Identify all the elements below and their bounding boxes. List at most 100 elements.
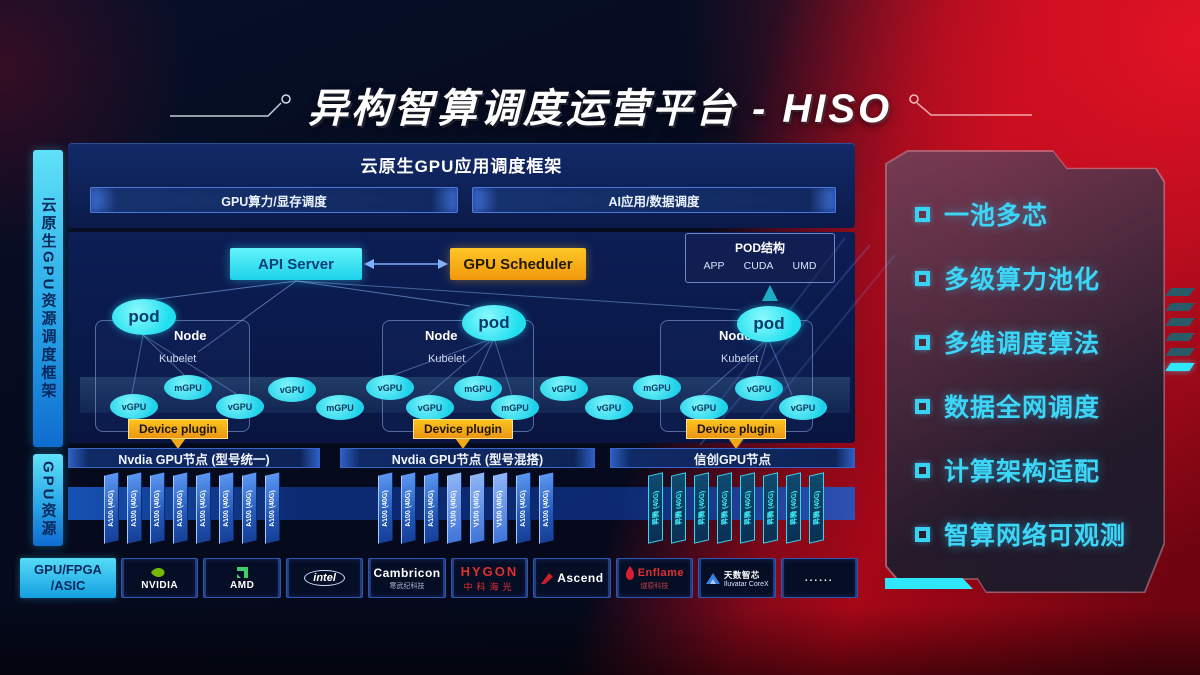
gpu-card: A100 (40G)	[104, 472, 119, 544]
gpu-card: A100 (40G)	[516, 472, 531, 544]
sidebar-framework-label: 云原生GPU资源调度框架	[39, 196, 57, 401]
gpu-ellipse-9: vGPU	[540, 376, 588, 401]
gpu-card: A100 (40G)	[173, 472, 188, 544]
gpu-group-header-2: Nvdia GPU节点 (型号混搭)	[340, 448, 595, 468]
feature-text-4: 数据全网调度	[944, 394, 1101, 422]
gpu-card: 昇腾 (40G)	[648, 472, 663, 544]
gpu-cards-group-1: A100 (40G) A100 (40G) A100 (40G) A100 (4…	[104, 472, 280, 544]
gpu-ellipse-label: vGPU	[377, 382, 403, 393]
pod-structure-title: POD结构	[734, 241, 785, 255]
gpu-card: A100 (40G)	[424, 472, 439, 544]
gpu-card: A100 (40G)	[265, 472, 280, 544]
kubelet-label-2: Kubelet	[428, 353, 466, 365]
framework-title: 云原生GPU应用调度框架	[360, 157, 563, 176]
gpu-ellipse-label: mGPU	[643, 382, 671, 393]
bar-gpu-compute-scheduling: GPU算力/显存调度	[90, 187, 458, 213]
gpu-ellipse-12: vGPU	[680, 395, 728, 420]
square-bullet-icon	[915, 206, 930, 222]
square-bullet-icon	[915, 334, 930, 350]
gpu-ellipse-label: vGPU	[596, 402, 622, 413]
gpu-card: 昇腾 (40G)	[717, 472, 732, 544]
gpu-ellipse-label: vGPU	[551, 383, 577, 394]
gpu-card: 昇腾 (40G)	[763, 472, 778, 544]
gpu-ellipse-label: vGPU	[790, 402, 816, 413]
sidebar-gpu-resource-bar: GPU资源	[33, 454, 63, 546]
gpu-card: A100 (40G)	[378, 472, 393, 544]
gpu-cards-group-3: 昇腾 (40G) 昇腾 (40G) 昇腾 (40G) 昇腾 (40G) 昇腾 (…	[648, 472, 824, 544]
vendor-more: ......	[780, 558, 858, 598]
gpu-card: 昇腾 (40G)	[671, 472, 686, 544]
vendor-enflame: Enflame 燧原科技	[615, 558, 694, 598]
gpu-ellipse-5: vGPU	[366, 375, 414, 400]
gpu-card: 昇腾 (40G)	[694, 472, 709, 544]
feature-text-1: 一池多芯	[944, 202, 1049, 230]
vendor-iluvatar: 天数智芯 Iluvatar CoreX	[698, 558, 776, 598]
gpu-ellipse-label: vGPU	[227, 401, 253, 412]
pod-ellipse-3: pod	[737, 306, 801, 342]
gpu-card: V100 (40G)	[447, 472, 462, 544]
gpu-card: A100 (40G)	[539, 472, 554, 544]
gpu-ellipse-label: mGPU	[464, 383, 492, 394]
feature-item-1: 一池多芯	[915, 182, 1155, 246]
gpu-ellipse-label: vGPU	[279, 384, 305, 395]
stripe-decoration	[1165, 348, 1195, 356]
device-plugin-1: Device plugin	[128, 419, 228, 439]
gpu-ellipse-6: vGPU	[406, 395, 454, 420]
gpu-card: A100 (40G)	[127, 472, 142, 544]
gpu-card: 昇腾 (40G)	[786, 472, 801, 544]
gpu-ellipse-7: mGPU	[454, 376, 502, 401]
gpu-card: A100 (40G)	[150, 472, 165, 544]
stripe-decoration	[1165, 333, 1195, 341]
gpu-ellipse-label: vGPU	[746, 383, 772, 394]
page-title: 异构智算调度运营平台 - HISO	[307, 87, 893, 131]
feature-panel	[885, 150, 1165, 593]
gpu-card: V100 (40G)	[493, 472, 508, 544]
gpu-card: 昇腾 (40G)	[809, 472, 824, 544]
square-bullet-icon	[915, 398, 930, 414]
sidebar-framework-bar: 云原生GPU资源调度框架	[33, 150, 63, 447]
gpu-cards-group-2: A100 (40G) A100 (40G) A100 (40G) V100 (4…	[378, 472, 554, 544]
gpu-ellipse-label: mGPU	[501, 402, 529, 413]
pod-structure-item-cuda: CUDA	[743, 260, 774, 272]
gpu-group-header-1: Nvdia GPU节点 (型号统一)	[68, 448, 320, 468]
gpu-ellipse-11: mGPU	[633, 375, 681, 400]
pod-structure-box: POD结构 APP CUDA UMD	[685, 233, 835, 283]
feature-text-5: 计算架构适配	[944, 458, 1101, 486]
gpu-card: A100 (40G)	[401, 472, 416, 544]
sidebar-gpu-resource-label: GPU资源	[39, 461, 57, 539]
feature-text-3: 多维调度算法	[944, 330, 1101, 358]
enflame-logo-icon	[625, 565, 634, 580]
pod-label-3: pod	[753, 314, 785, 333]
feature-item-3: 多维调度算法	[915, 310, 1155, 374]
hardware-label-box: GPU/FPGA /ASIC	[20, 558, 116, 598]
gpu-card: A100 (40G)	[242, 472, 257, 544]
gpu-scheduler-box: GPU Scheduler	[450, 248, 586, 280]
nvidia-logo-icon	[150, 567, 165, 577]
pod-label-1: pod	[128, 307, 160, 326]
vendor-intel: intel	[285, 558, 364, 598]
hardware-label-line1: GPU/FPGA	[34, 562, 102, 578]
device-plugin-3: Device plugin	[686, 419, 786, 439]
vendor-hygon: HYGON 中科海光	[450, 558, 529, 598]
feature-item-2: 多级算力池化	[915, 246, 1155, 310]
stripe-decoration	[1165, 303, 1195, 311]
feature-list: 一池多芯 多级算力池化 多维调度算法 数据全网调度 计算架构适配 智算网络可观测	[915, 182, 1155, 566]
gpu-group-header-3: 信创GPU节点	[610, 448, 855, 468]
bar-ai-data-scheduling: AI应用/数据调度	[472, 187, 836, 213]
gpu-ellipse-label: vGPU	[691, 402, 717, 413]
stripe-decoration	[1165, 288, 1195, 296]
feature-text-2: 多级算力池化	[944, 266, 1101, 294]
intel-logo: intel	[304, 570, 345, 586]
feature-item-5: 计算架构适配	[915, 438, 1155, 502]
gpu-ellipse-2: vGPU	[216, 394, 264, 419]
feature-item-6: 智算网络可观测	[915, 502, 1155, 566]
gpu-ellipse-3: vGPU	[268, 377, 316, 402]
vendor-amd: AMD	[203, 558, 281, 598]
feature-panel-accent-bar	[885, 578, 973, 589]
gpu-ellipse-label: mGPU	[174, 382, 202, 393]
gpu-ellipse-label: vGPU	[121, 401, 147, 412]
pod-ellipse-2: pod	[462, 305, 526, 341]
gpu-ellipse-1: mGPU	[164, 375, 212, 400]
kubelet-label-1: Kubelet	[159, 353, 197, 365]
node-label-2: Node	[425, 328, 458, 343]
